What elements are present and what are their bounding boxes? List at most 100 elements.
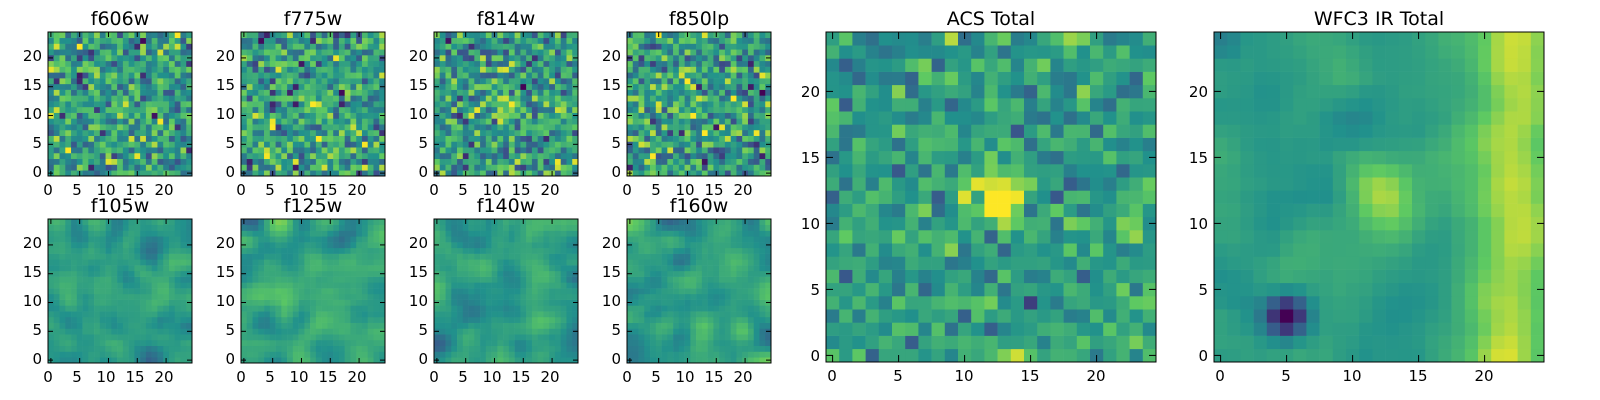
heatmap-cell [99,158,106,165]
heatmap-cell [514,270,521,277]
heatmap-cell [174,32,181,39]
heatmap-cell [59,95,66,102]
heatmap-cell [327,345,334,352]
heatmap-cell [514,242,521,249]
heatmap-cell [650,282,657,289]
heatmap-cell [344,259,351,266]
heatmap-cell [678,118,685,125]
heatmap-cell [572,118,579,125]
heatmap-cell [59,259,66,266]
heatmap-cell [105,124,112,131]
heatmap-cell [531,164,538,171]
heatmap-cell [572,101,579,108]
heatmap-cell [258,293,265,300]
heatmap-cell [701,299,708,306]
heatmap-cell [480,236,487,243]
heatmap-cell [59,224,66,231]
heatmap-cell [753,95,760,102]
heatmap-cell [747,147,755,154]
heatmap-cell [531,259,538,266]
heatmap-cell [338,293,345,300]
heatmap-cell [157,66,164,73]
heatmap-cell [549,66,556,73]
heatmap-cell [269,299,276,306]
heatmap-cell [572,276,579,283]
heatmap-cell [684,351,691,358]
heatmap-cell [163,152,170,160]
heatmap-cell [94,259,101,266]
heatmap-cell [246,236,253,243]
heatmap-cell [275,141,282,148]
heatmap-cell [503,147,510,154]
heatmap-cell [480,112,487,119]
heatmap-cell [338,129,345,136]
heatmap-cell [632,158,639,165]
heatmap-cell [690,276,697,283]
heatmap-cell [696,351,703,358]
heatmap-cell [128,270,135,277]
heatmap-cell [321,270,328,277]
heatmap-cell [373,135,380,142]
heatmap-cell [627,43,634,50]
x-tick-label: 20 [347,181,366,199]
heatmap-cell [281,83,288,90]
heatmap-cell [304,270,311,277]
heatmap-cell [82,299,89,306]
heatmap-cell [434,101,441,108]
heatmap-cell [76,288,83,295]
heatmap-cell [71,322,78,329]
heatmap-cell [287,334,294,341]
heatmap-cell [140,112,147,119]
heatmap-cell [241,334,248,341]
heatmap-cell [298,270,305,277]
heatmap-cell [543,95,550,102]
heatmap-cell [264,224,271,231]
heatmap-cell [338,311,345,318]
heatmap-cell [497,230,504,237]
heatmap-cell [503,158,510,165]
heatmap-cell [298,164,305,171]
heatmap-cell [719,311,726,318]
heatmap-cell [491,112,498,119]
heatmap-cell [157,141,164,148]
heatmap-cell [163,282,170,289]
axes-frame [433,218,579,364]
heatmap-cell [367,299,374,306]
heatmap-cell [327,72,334,79]
heatmap-cell [678,101,685,108]
heatmap-cell [520,129,527,136]
heatmap-cell [667,339,674,347]
heatmap-cell [71,66,78,73]
heatmap-cell [667,152,674,160]
heatmap-cell [59,129,66,136]
heatmap-cell [157,158,164,165]
heatmap-cell [736,55,743,62]
heatmap-cell [122,164,129,171]
heatmap-cell [59,311,66,318]
heatmap-cell [82,316,89,323]
heatmap-cell [122,78,129,85]
heatmap-cell [128,328,135,335]
heatmap-cell [151,49,158,56]
heatmap-cell [48,135,55,142]
heatmap-cell [457,351,464,358]
heatmap-cell [117,253,124,260]
heatmap-cell [287,141,294,148]
heatmap-cell [321,322,328,329]
heatmap-cell [462,288,469,295]
heatmap-cell [503,276,510,283]
heatmap-cell [99,135,106,142]
heatmap-cell [275,101,282,108]
heatmap-cell [713,43,720,50]
heatmap-cell [713,276,720,283]
heatmap-cell [246,259,253,266]
heatmap-cell [531,55,538,62]
heatmap-cell [99,49,106,56]
heatmap-cell [759,152,766,160]
heatmap-cell [275,66,282,73]
heatmap-cell [65,106,72,113]
heatmap-cell [186,32,193,39]
heatmap-cell [269,118,276,125]
heatmap-cell [667,112,674,119]
heatmap-cell [264,230,271,237]
